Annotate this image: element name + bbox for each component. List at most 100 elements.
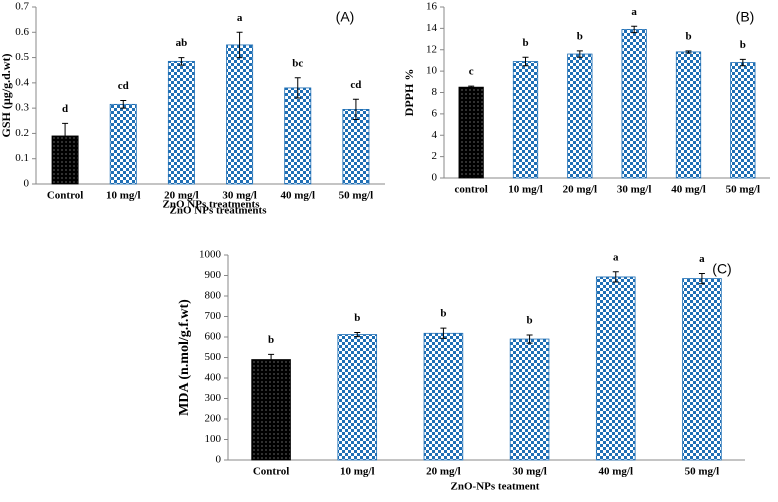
y-tick-label: 16 [426, 1, 438, 13]
error-bar [354, 331, 361, 338]
y-tick-label: 200 [205, 413, 222, 425]
bar [675, 51, 702, 179]
bar [337, 334, 378, 461]
bar [512, 61, 539, 179]
y-tick-label: 100 [205, 433, 222, 445]
error-bar [631, 25, 638, 34]
significance-letter: a [631, 6, 637, 18]
error-bar [526, 334, 533, 344]
y-tick-label: 0 [216, 454, 222, 466]
error-bar [612, 271, 619, 283]
error-bar [685, 50, 692, 54]
bar [167, 60, 195, 185]
y-axis-label: MDA (n.mol/g.f.wt) [177, 299, 192, 416]
error-bar [120, 100, 127, 109]
significance-letter: b [740, 39, 746, 51]
significance-letter: bc [292, 57, 303, 69]
y-tick-label: 700 [205, 310, 222, 322]
significance-letter: a [699, 253, 705, 265]
y-tick-label: 0.1 [15, 152, 29, 164]
significance-letter: b [268, 334, 274, 346]
x-tick-label: 30 mg/l [512, 466, 547, 478]
bar [251, 359, 291, 461]
significance-letter: b [522, 37, 528, 49]
y-tick-label: 0.7 [15, 1, 29, 13]
x-tick-label: 50 mg/l [726, 184, 761, 196]
significance-letter: a [613, 251, 619, 263]
significance-letter: d [62, 103, 68, 115]
significance-letter: ab [176, 37, 188, 49]
error-bar [236, 31, 243, 59]
y-tick-label: 600 [205, 331, 222, 343]
significance-letter: a [237, 12, 243, 24]
bar [458, 86, 484, 179]
y-tick-label: 2 [432, 150, 438, 162]
y-tick-label: 800 [205, 290, 222, 302]
error-bar [268, 353, 275, 366]
x-tick-label: Control [47, 190, 83, 202]
significance-letter: b [440, 308, 446, 320]
x-tick-label: 10 mg/l [508, 184, 543, 196]
y-tick-label: 500 [205, 351, 222, 363]
y-tick-label: 300 [205, 392, 222, 404]
x-tick-label: 50 mg/l [339, 190, 374, 202]
bar [109, 103, 137, 185]
x-tick-label: 20 mg/l [563, 184, 598, 196]
y-axis-label: DPPH % [402, 69, 416, 117]
x-tick-label: 40 mg/l [598, 466, 633, 478]
x-tick-label: 30 mg/l [222, 190, 257, 202]
bar [423, 332, 464, 461]
bar [226, 44, 254, 185]
bar [730, 62, 756, 179]
error-bar [440, 327, 447, 339]
bar [509, 338, 550, 461]
y-tick-label: 0 [24, 178, 30, 190]
significance-letter: cd [118, 80, 129, 92]
bar [621, 29, 647, 179]
error-bar [468, 85, 475, 89]
x-tick-label: Control [253, 466, 289, 478]
panel-label: (B) [736, 9, 755, 25]
y-tick-label: 8 [432, 86, 438, 98]
x-tick-label: 20 mg/l [426, 466, 461, 478]
error-bar [698, 272, 705, 285]
x-tick-label: 40 mg/l [671, 184, 706, 196]
error-bar [522, 56, 529, 67]
error-bar [62, 122, 69, 150]
x-tick-label: control [454, 184, 487, 196]
y-tick-label: 0.3 [15, 102, 29, 114]
y-tick-label: 4 [432, 129, 438, 141]
significance-letter: b [354, 312, 360, 324]
y-tick-label: 12 [426, 43, 437, 55]
significance-letter: c [469, 66, 474, 78]
bar [567, 53, 593, 179]
y-tick-label: 10 [426, 65, 438, 77]
y-tick-label: 6 [432, 107, 438, 119]
bar [342, 109, 370, 185]
x-tick-label: 10 mg/l [340, 466, 375, 478]
x-tick-label: 20 mg/l [164, 190, 199, 202]
panel-label: (C) [712, 261, 731, 277]
y-tick-label: 14 [426, 22, 438, 34]
y-tick-label: 900 [205, 269, 222, 281]
significance-letter: b [527, 314, 533, 326]
error-bar [294, 77, 301, 99]
significance-letter: b [685, 30, 691, 42]
panel-label: (A) [336, 9, 355, 25]
error-bar [739, 58, 746, 67]
y-tick-label: 0.4 [15, 76, 29, 88]
bar [284, 87, 312, 185]
x-axis-label: ZnO-NPs teatment [451, 481, 540, 493]
y-tick-label: 400 [205, 372, 222, 384]
x-tick-label: 50 mg/l [685, 466, 720, 478]
x-axis-label: ZnO NPs treatments [170, 205, 268, 217]
x-tick-label: 40 mg/l [280, 190, 315, 202]
y-tick-label: 0.5 [15, 51, 29, 63]
bar [595, 276, 636, 461]
x-tick-label: 10 mg/l [106, 190, 141, 202]
error-bar [178, 57, 185, 66]
y-tick-label: 0.2 [15, 127, 29, 139]
significance-letter: cd [350, 79, 361, 91]
y-tick-label: 0.6 [15, 26, 29, 38]
